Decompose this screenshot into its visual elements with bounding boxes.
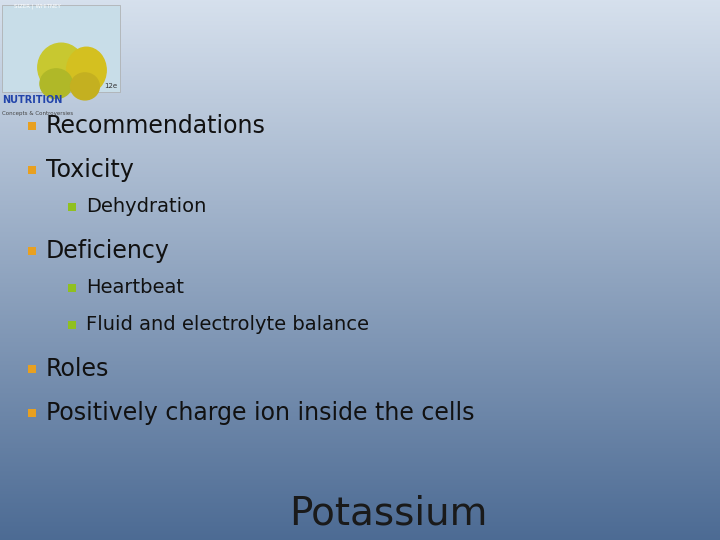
Bar [2, 5, 120, 92]
FancyBboxPatch shape [68, 203, 76, 211]
FancyBboxPatch shape [28, 166, 36, 174]
Text: Recommendations: Recommendations [46, 114, 266, 138]
Text: Positively charge ion inside the cells: Positively charge ion inside the cells [46, 401, 474, 425]
Ellipse shape [40, 69, 73, 98]
Text: Heartbeat: Heartbeat [86, 278, 184, 298]
Text: Potassium: Potassium [289, 494, 488, 532]
Ellipse shape [37, 43, 85, 92]
FancyBboxPatch shape [28, 247, 36, 255]
FancyBboxPatch shape [28, 365, 36, 373]
Text: SIZER | WHITNEY: SIZER | WHITNEY [14, 4, 61, 9]
FancyBboxPatch shape [28, 122, 36, 130]
Text: Toxicity: Toxicity [46, 158, 134, 182]
Ellipse shape [71, 73, 99, 100]
FancyBboxPatch shape [68, 321, 76, 328]
Text: Deficiency: Deficiency [46, 239, 170, 263]
Text: 12e: 12e [104, 83, 117, 89]
Text: NUTRITION: NUTRITION [2, 94, 63, 105]
FancyBboxPatch shape [28, 409, 36, 417]
Ellipse shape [66, 47, 107, 93]
Text: Roles: Roles [46, 357, 109, 381]
Text: Dehydration: Dehydration [86, 197, 207, 217]
Text: Concepts & Controversies: Concepts & Controversies [2, 111, 73, 116]
FancyBboxPatch shape [68, 284, 76, 292]
Text: Fluid and electrolyte balance: Fluid and electrolyte balance [86, 315, 369, 334]
